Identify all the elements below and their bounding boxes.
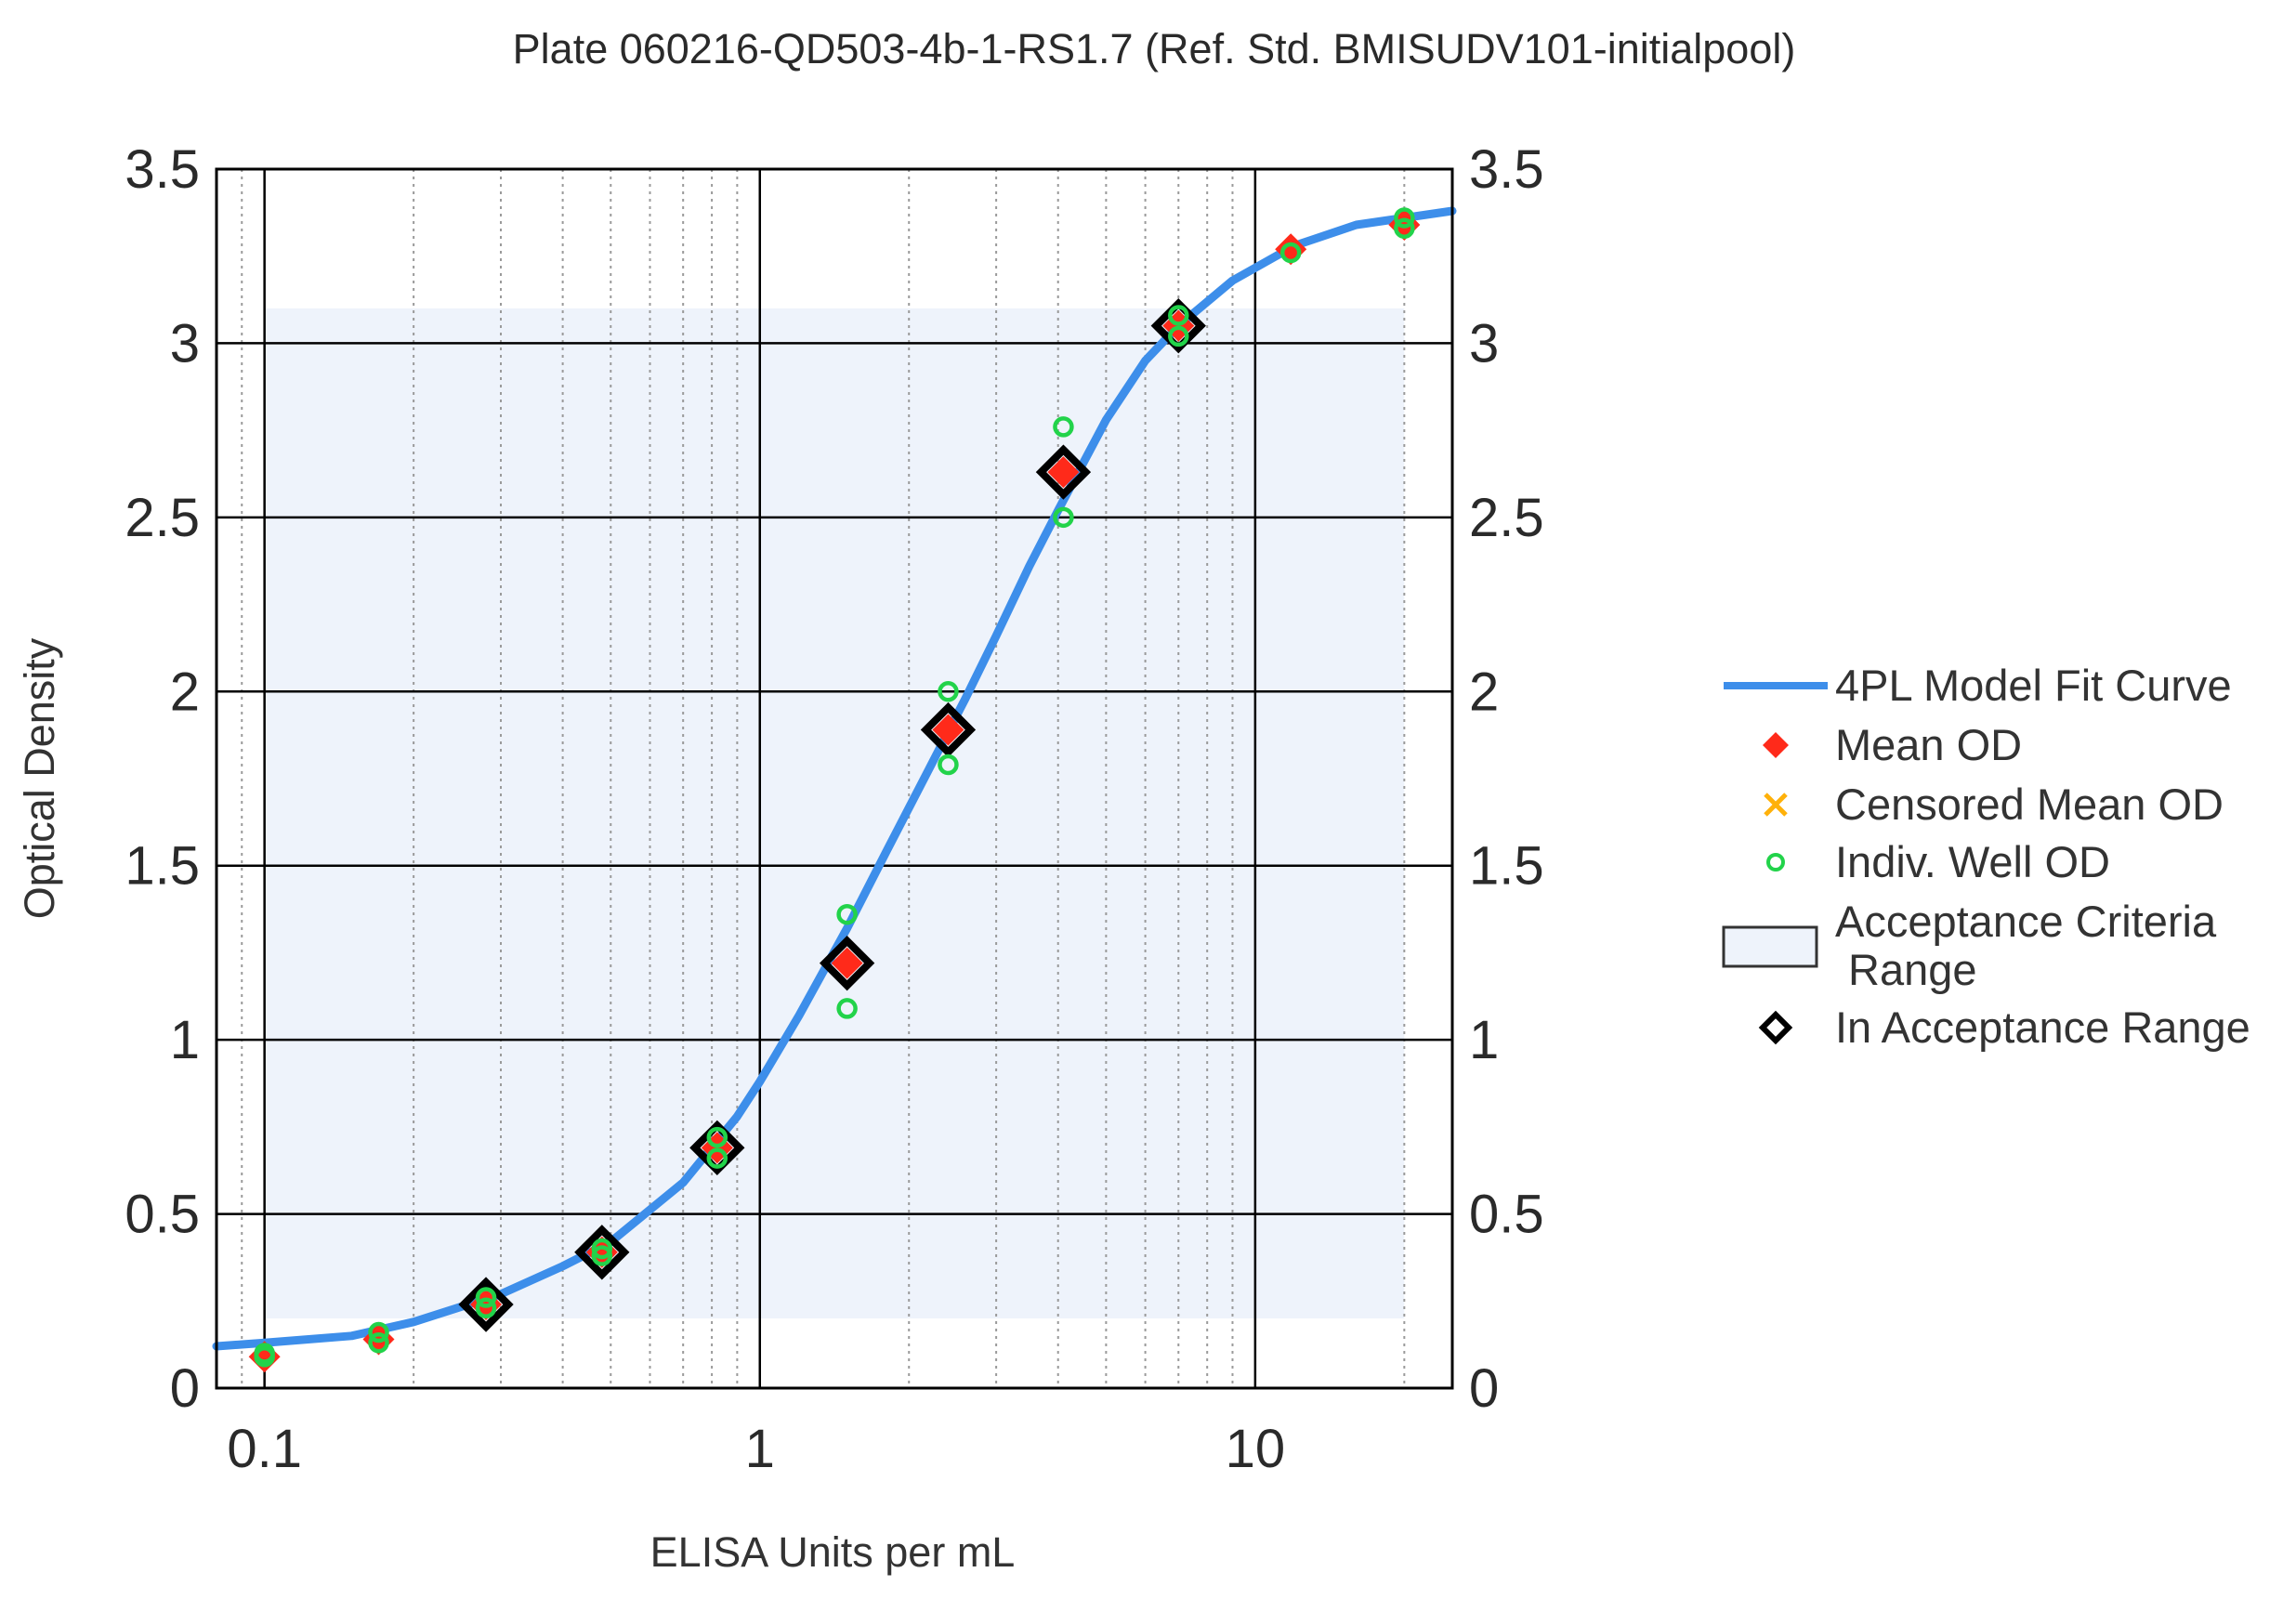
legend-symbol-acceptance [1722,925,1818,968]
4pl-fit-curve [212,206,1457,1351]
x-axis-label: ELISA Units per mL [650,1528,1016,1576]
legend-label-line2: Range [1848,945,1977,994]
x-tick-label: 10 [1226,1419,1286,1479]
mean-od-point [831,947,863,979]
legend-label: 4PL Model Fit Curve [1835,661,2232,710]
indiv-well-od-point [938,681,959,702]
y-tick-label-left: 1 [170,1010,200,1070]
indiv-well-od-point [1053,416,1074,438]
mean-od-point [1047,456,1080,489]
legend-symbol-mean-od [1763,732,1789,758]
indiv-well-od-point [706,1147,728,1169]
y-tick-label-right: 2 [1469,662,1499,722]
grid-layer [216,167,1452,1390]
y-tick-label-left: 2 [170,662,200,722]
indiv-well-od-point [938,754,959,776]
in-acceptance-range-point [1035,444,1092,500]
indiv-well-od-point [254,1343,275,1364]
indiv-well-od-point [706,1126,728,1148]
y-tick-label-right: 1.5 [1469,836,1544,897]
legend-label: Acceptance Criteria [1835,897,2217,946]
marker-layer [248,207,1421,1373]
in-acceptance-range-point [574,1225,630,1280]
legend: 4PL Model Fit Curve Mean OD Censored Mean … [1722,661,2250,1052]
x-tick-label: 0.1 [227,1419,302,1479]
legend-symbol-indiv-well [1766,853,1785,872]
y-tick-label-right: 0.5 [1469,1185,1544,1245]
indiv-well-od-point [1053,506,1074,529]
acceptance-range-band [264,308,1405,1319]
indiv-well-od-point [368,1321,389,1343]
indiv-well-od-point [836,998,858,1019]
indiv-well-od-point [1168,325,1189,347]
y-tick-label-left: 2.5 [125,488,200,548]
y-tick-label-right: 3 [1469,313,1499,374]
y-tick-label-right: 1 [1469,1010,1499,1070]
frame-layer [215,167,1454,1390]
indiv-well-od-point [1394,217,1415,239]
indiv-well-od-point [1279,242,1302,264]
plot-frame [215,167,1454,1390]
indiv-well-od-point [591,1238,613,1260]
mean-od-point [932,714,964,746]
in-acceptance-range-point [1150,298,1206,354]
in-acceptance-range-point [458,1277,514,1332]
legend-symbol-in-range [1758,1010,1793,1045]
y-tick-label-right: 0 [1469,1358,1499,1419]
indiv-well-od-point [1168,305,1189,326]
indiv-well-od-point [1394,207,1415,229]
y-tick-label-right: 2.5 [1469,488,1544,548]
legend-label: Censored Mean OD [1835,780,2224,829]
in-acceptance-range-point [819,936,875,991]
acceptance-layer [264,308,1405,1319]
indiv-well-od-point [836,903,858,925]
ticks-layer: 0 0 0.5 0.5 1 1 1.5 1.5 2 2 2.5 2.5 3 3 3.5 3.5 0.1 1 10 [125,139,1543,1479]
y-axis-label: Optical Density [16,637,63,919]
in-acceptance-range-point [689,1120,745,1176]
indiv-well-od-point [475,1297,497,1319]
indiv-well-od-point [591,1245,613,1266]
y-tick-label-left: 0 [170,1358,200,1419]
y-tick-label-right: 3.5 [1469,139,1544,200]
legend-label: Mean OD [1835,720,2022,769]
legend-symbol-censored-b [1764,793,1788,817]
indiv-well-od-point [368,1332,389,1354]
x-tick-label: 1 [745,1419,775,1479]
curve-layer [212,206,1457,1351]
legend-label: In Acceptance Range [1835,1003,2250,1052]
in-acceptance-range-point [920,701,977,758]
y-tick-label-left: 0.5 [125,1185,200,1245]
y-tick-label-left: 3 [170,313,200,374]
y-tick-label-left: 1.5 [125,836,200,897]
chart-title: Plate 060216-QD503-4b-1-RS1.7 (Ref. Std.… [513,25,1796,72]
legend-label: Indiv. Well OD [1835,837,2110,886]
indiv-well-od-point [475,1287,497,1308]
y-tick-label-left: 3.5 [125,139,200,200]
